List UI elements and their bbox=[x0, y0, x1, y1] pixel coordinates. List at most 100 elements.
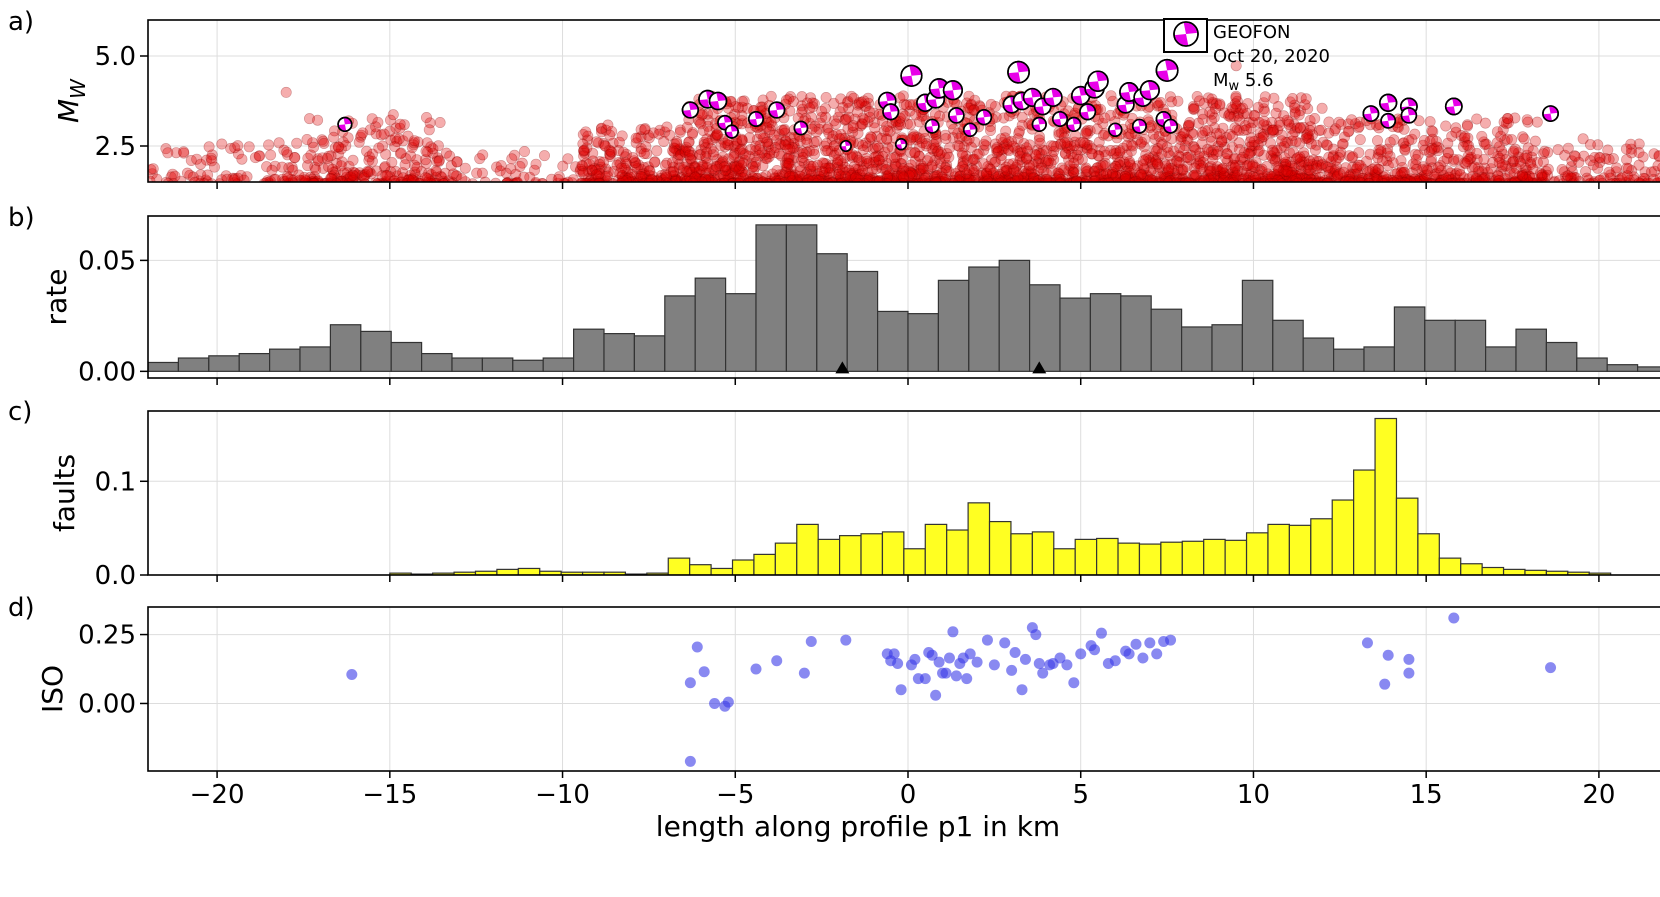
event-point bbox=[637, 178, 649, 182]
event-point bbox=[604, 129, 616, 141]
event-point bbox=[1608, 177, 1619, 182]
event-point bbox=[1107, 95, 1119, 107]
event-point bbox=[589, 162, 601, 174]
x-tick-label: −5 bbox=[716, 780, 754, 810]
event-point bbox=[379, 162, 391, 174]
rate-bar bbox=[1150, 308, 1183, 372]
event-point bbox=[459, 162, 471, 174]
event-point bbox=[1620, 143, 1632, 155]
event-point bbox=[450, 170, 462, 182]
event-point bbox=[1335, 118, 1347, 130]
event-point bbox=[201, 154, 213, 166]
iso-point bbox=[950, 670, 962, 682]
event-point bbox=[1217, 162, 1229, 174]
event-point bbox=[206, 149, 218, 161]
event-point bbox=[361, 145, 373, 157]
event-point bbox=[566, 177, 578, 182]
event-point bbox=[1542, 146, 1554, 158]
event-point bbox=[206, 178, 217, 182]
event-point bbox=[263, 139, 275, 151]
event-point bbox=[446, 178, 457, 182]
event-point bbox=[439, 177, 451, 182]
rate-bar bbox=[633, 335, 666, 372]
event-point bbox=[617, 173, 628, 182]
event-point bbox=[1527, 163, 1539, 175]
event-point bbox=[630, 160, 642, 172]
event-point bbox=[639, 170, 651, 182]
event-point bbox=[530, 177, 542, 182]
y-tick-label: 0.00 bbox=[78, 689, 136, 719]
panel-b-ylabel: rate bbox=[40, 269, 73, 326]
event-point bbox=[1261, 161, 1273, 173]
event-point bbox=[390, 122, 402, 134]
event-point bbox=[165, 171, 177, 182]
faults-bar bbox=[1096, 537, 1119, 575]
event-point bbox=[1249, 110, 1261, 122]
event-point bbox=[456, 173, 468, 182]
event-point bbox=[980, 135, 992, 147]
event-point bbox=[412, 136, 424, 148]
event-point bbox=[330, 165, 342, 177]
iso-point bbox=[1165, 634, 1177, 646]
event-point bbox=[769, 142, 781, 154]
event-point bbox=[669, 175, 681, 182]
event-point bbox=[661, 157, 673, 169]
iso-point bbox=[1403, 667, 1415, 679]
event-point bbox=[537, 178, 548, 182]
event-point bbox=[1048, 140, 1060, 152]
focal-mechanism-icon bbox=[1155, 58, 1179, 82]
event-point bbox=[243, 141, 255, 153]
event-point bbox=[580, 126, 592, 138]
event-point bbox=[287, 164, 299, 176]
event-point bbox=[642, 129, 654, 141]
event-point bbox=[167, 168, 179, 180]
event-point bbox=[1195, 163, 1207, 175]
event-point bbox=[718, 177, 730, 182]
legend-label-agency: GEOFON bbox=[1213, 22, 1290, 43]
event-point bbox=[584, 175, 596, 182]
event-point bbox=[1287, 175, 1299, 182]
event-point bbox=[616, 170, 628, 182]
event-point bbox=[479, 176, 491, 182]
event-point bbox=[281, 178, 292, 182]
event-point bbox=[616, 177, 628, 182]
event-point bbox=[582, 134, 594, 146]
event-point bbox=[335, 143, 347, 155]
event-point bbox=[637, 171, 649, 182]
rate-bar bbox=[1120, 295, 1152, 372]
faults-bar bbox=[1395, 497, 1419, 575]
event-point bbox=[671, 144, 683, 156]
event-point bbox=[1268, 178, 1280, 182]
event-point bbox=[578, 144, 590, 156]
panel-c-label: c) bbox=[8, 397, 32, 427]
event-point bbox=[613, 145, 625, 157]
event-point bbox=[366, 155, 378, 167]
event-point bbox=[1316, 102, 1328, 114]
event-point bbox=[832, 154, 844, 166]
event-point bbox=[379, 161, 391, 173]
event-point bbox=[420, 172, 432, 182]
panel-d-ylabel: ISO bbox=[36, 665, 69, 713]
event-point bbox=[148, 168, 158, 180]
event-point bbox=[309, 161, 321, 173]
event-point bbox=[178, 147, 190, 159]
event-point bbox=[300, 175, 312, 182]
event-point bbox=[265, 149, 277, 161]
rate-bar bbox=[876, 310, 909, 372]
event-point bbox=[1086, 148, 1098, 160]
event-point bbox=[617, 175, 629, 182]
y-tick-label: 0.0 bbox=[95, 561, 136, 591]
rate-bar bbox=[481, 357, 514, 372]
event-point bbox=[254, 150, 266, 162]
event-point bbox=[351, 178, 362, 182]
event-point bbox=[602, 166, 614, 178]
event-point bbox=[991, 142, 1003, 154]
rate-bar bbox=[208, 355, 240, 372]
event-point bbox=[630, 157, 642, 169]
event-point bbox=[380, 170, 392, 182]
iso-point bbox=[930, 689, 942, 701]
event-point bbox=[321, 177, 332, 182]
event-point bbox=[1471, 147, 1483, 159]
event-point bbox=[349, 167, 361, 179]
event-point bbox=[665, 166, 677, 178]
